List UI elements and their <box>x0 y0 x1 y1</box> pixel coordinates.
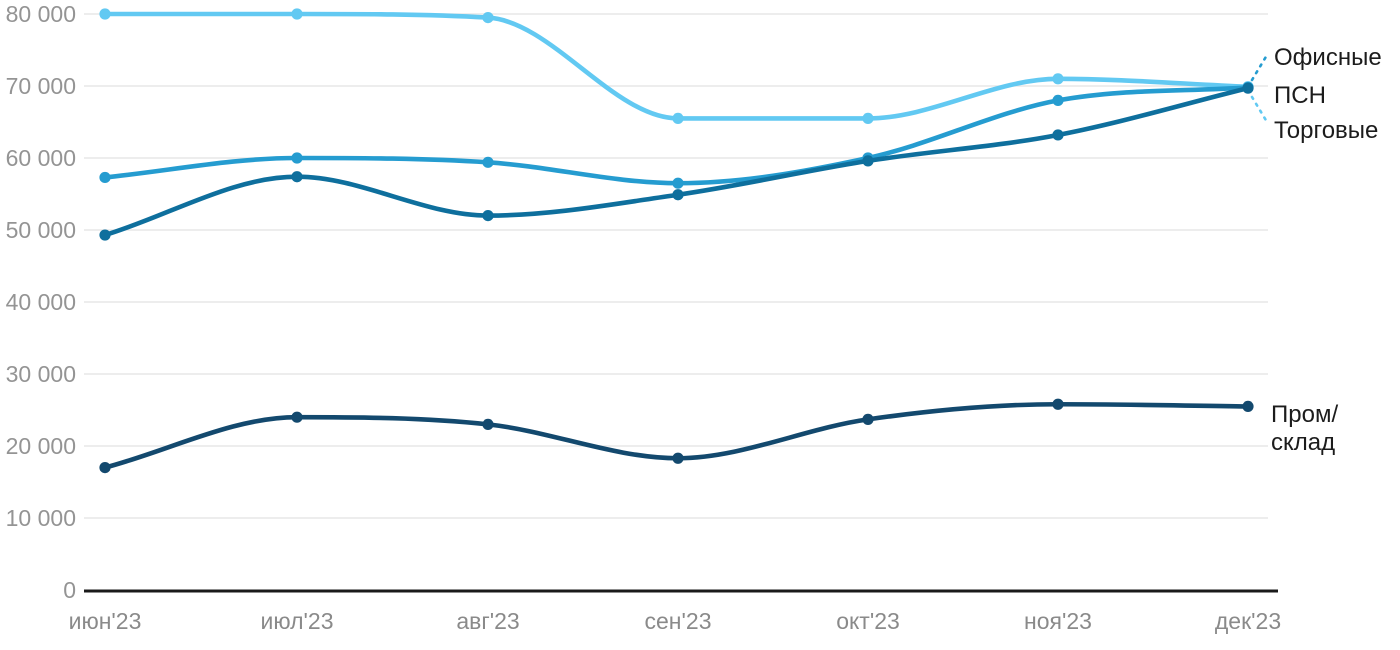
series-dot-Пром/склад <box>672 452 684 464</box>
series-dot-ПСН <box>291 171 303 183</box>
series-dot-ПСН <box>1052 129 1064 141</box>
series-label-industrial-line2: склад <box>1271 429 1336 456</box>
series-dot-Торговые <box>1052 73 1064 85</box>
series-dot-Офисные <box>672 177 684 189</box>
series-dot-Пром/склад <box>1052 398 1064 410</box>
y-tick-label: 80 000 <box>6 1 76 27</box>
x-tick-label: дек'23 <box>1215 608 1281 634</box>
x-tick-label: ноя'23 <box>1024 608 1092 634</box>
series-dot-Торговые <box>99 8 111 20</box>
series-dot-ПСН <box>862 155 874 167</box>
series-dot-Торговые <box>672 112 684 124</box>
y-tick-label: 70 000 <box>6 73 76 99</box>
y-tick-label: 0 <box>63 577 76 603</box>
series-dot-Офисные <box>482 156 494 168</box>
y-tick-label: 30 000 <box>6 361 76 387</box>
series-line-Офисные <box>102 85 1251 186</box>
series-dot-Офисные <box>291 152 303 164</box>
series-dot-ПСН <box>672 189 684 201</box>
series-dot-Пром/склад <box>291 411 303 423</box>
series-label-psn: ПСН <box>1274 82 1326 109</box>
series-label-industrial-line1: Пром/ <box>1271 401 1339 428</box>
x-tick-label: авг'23 <box>456 608 519 634</box>
series-dot-Пром/склад <box>482 418 494 430</box>
y-tick-label: 20 000 <box>6 433 76 459</box>
series-dot-Пром/склад <box>862 413 874 425</box>
series-dot-ПСН <box>482 210 494 222</box>
x-tick-label: июн'23 <box>69 608 142 634</box>
leader-line-retail <box>1250 95 1269 124</box>
series-label-industrial: Пром/ склад <box>1271 401 1338 457</box>
y-tick-label: 50 000 <box>6 217 76 243</box>
series-dot-Офисные <box>99 171 111 184</box>
y-tick-label: 40 000 <box>6 289 76 315</box>
x-tick-label: июл'23 <box>261 608 334 634</box>
series-dot-Офисные <box>1052 94 1064 106</box>
series-dot-Пром/склад <box>1242 400 1254 412</box>
leader-line-offices <box>1250 53 1269 82</box>
series-dot-Торговые <box>862 112 874 124</box>
series-dot-ПСН <box>99 229 111 241</box>
series-label-offices: Офисные <box>1274 44 1382 71</box>
series-dot-Пром/склад <box>99 462 111 474</box>
series-dot-ПСН <box>1242 82 1254 94</box>
series-dot-Торговые <box>291 8 303 20</box>
series-line-Торговые <box>102 11 1251 121</box>
series-label-retail: Торговые <box>1274 117 1379 144</box>
y-tick-label: 10 000 <box>6 505 76 531</box>
y-tick-label: 60 000 <box>6 145 76 171</box>
series-line-ПСН <box>102 85 1251 238</box>
x-tick-label: сен'23 <box>645 608 712 634</box>
x-tick-label: окт'23 <box>836 608 900 634</box>
series-dot-Торговые <box>482 12 494 24</box>
